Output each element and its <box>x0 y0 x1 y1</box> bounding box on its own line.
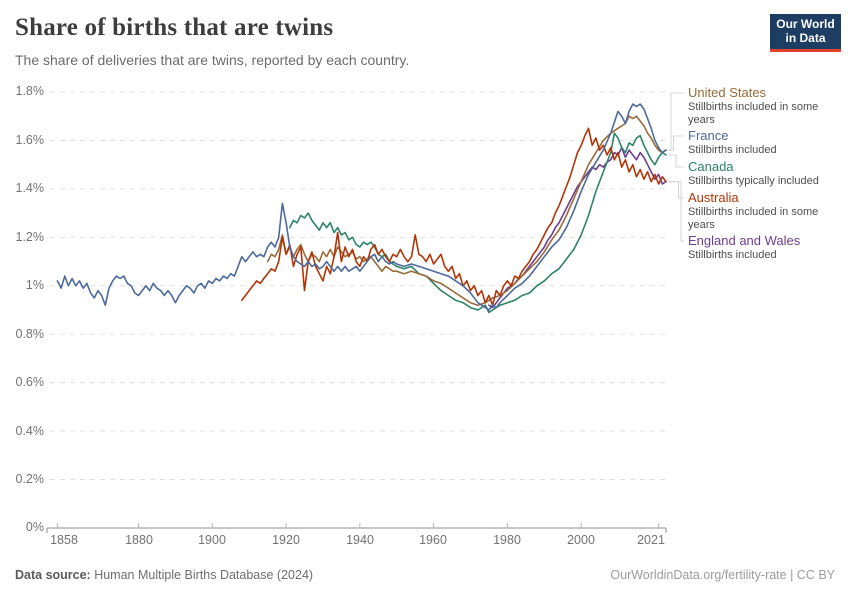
legend-item-label: Australia <box>688 190 739 205</box>
legend-connector <box>668 92 684 151</box>
legend-item-label: France <box>688 128 729 143</box>
legend-connector <box>668 181 684 242</box>
y-axis-tick-label: 0.2% <box>15 472 45 486</box>
x-axis-tick-label: 1858 <box>50 533 78 547</box>
chart-subtitle: The share of deliveries that are twins, … <box>15 52 410 68</box>
legend-item-note: Stillbirths included <box>688 249 777 261</box>
legend-item-label: Canada <box>688 159 734 174</box>
series-line-france[interactable] <box>56 103 667 311</box>
x-axis-tick-label: 1900 <box>198 533 226 547</box>
data-source-value: Human Multiple Births Database (2024) <box>90 568 314 582</box>
legend-item[interactable]: Australia Stillbirths included in some y… <box>688 191 848 232</box>
owid-logo-line2: in Data <box>785 30 826 45</box>
legend-connector <box>668 154 684 168</box>
y-axis-tick-label: 1.4% <box>15 181 45 195</box>
x-axis-tick-label: 2021 <box>637 533 665 547</box>
legend-item[interactable]: United States Stillbirths included in so… <box>688 86 848 127</box>
legend-item[interactable]: Canada Stillbirths typically included <box>688 160 848 188</box>
page-title: Share of births that are twins <box>15 14 334 41</box>
x-axis-tick-label: 2000 <box>567 533 595 547</box>
owid-logo-line1: Our World <box>776 17 835 31</box>
y-axis-tick-label: 1.2% <box>15 230 45 244</box>
y-axis-tick-label: 0.4% <box>15 424 45 438</box>
x-axis-tick-label: 1980 <box>493 533 521 547</box>
series-line-australia[interactable] <box>241 127 667 307</box>
y-axis-tick-label: 0.6% <box>15 375 45 389</box>
legend-item-note: Stillbirths included in some years <box>688 101 819 126</box>
y-axis-tick-label: 0.8% <box>15 327 45 341</box>
owid-link[interactable]: OurWorldinData.org/fertility-rate | CC B… <box>610 568 835 582</box>
legend-item-note: Stillbirths included <box>688 144 777 156</box>
series-line-canada[interactable] <box>288 132 667 314</box>
legend-item-label: England and Wales <box>688 233 801 248</box>
x-axis-tick-label: 1960 <box>419 533 447 547</box>
legend-item-label: United States <box>688 85 767 100</box>
x-axis-tick-label: 1920 <box>272 533 300 547</box>
y-axis-tick-label: 0% <box>25 520 44 534</box>
legend-connector <box>668 181 684 199</box>
y-axis-tick-label: 1% <box>25 278 44 292</box>
x-axis-tick-label: 1880 <box>125 533 153 547</box>
legend-item-note: Stillbirths included in some years <box>688 206 819 231</box>
x-axis-tick-label: 1940 <box>346 533 374 547</box>
legend-item[interactable]: England and Wales Stillbirths included <box>688 234 848 262</box>
data-source-label: Data source: <box>15 568 91 582</box>
y-axis-tick-label: 1.8% <box>15 84 45 98</box>
data-source-text: Data source: Human Multiple Births Datab… <box>15 568 313 582</box>
series-line-united-states[interactable] <box>266 115 667 307</box>
legend-connector <box>668 135 684 151</box>
y-axis-tick-label: 1.6% <box>15 133 45 147</box>
legend-item-note: Stillbirths typically included <box>688 175 819 187</box>
owid-logo[interactable]: Our World in Data <box>770 14 841 52</box>
legend-item[interactable]: France Stillbirths included <box>688 129 848 157</box>
